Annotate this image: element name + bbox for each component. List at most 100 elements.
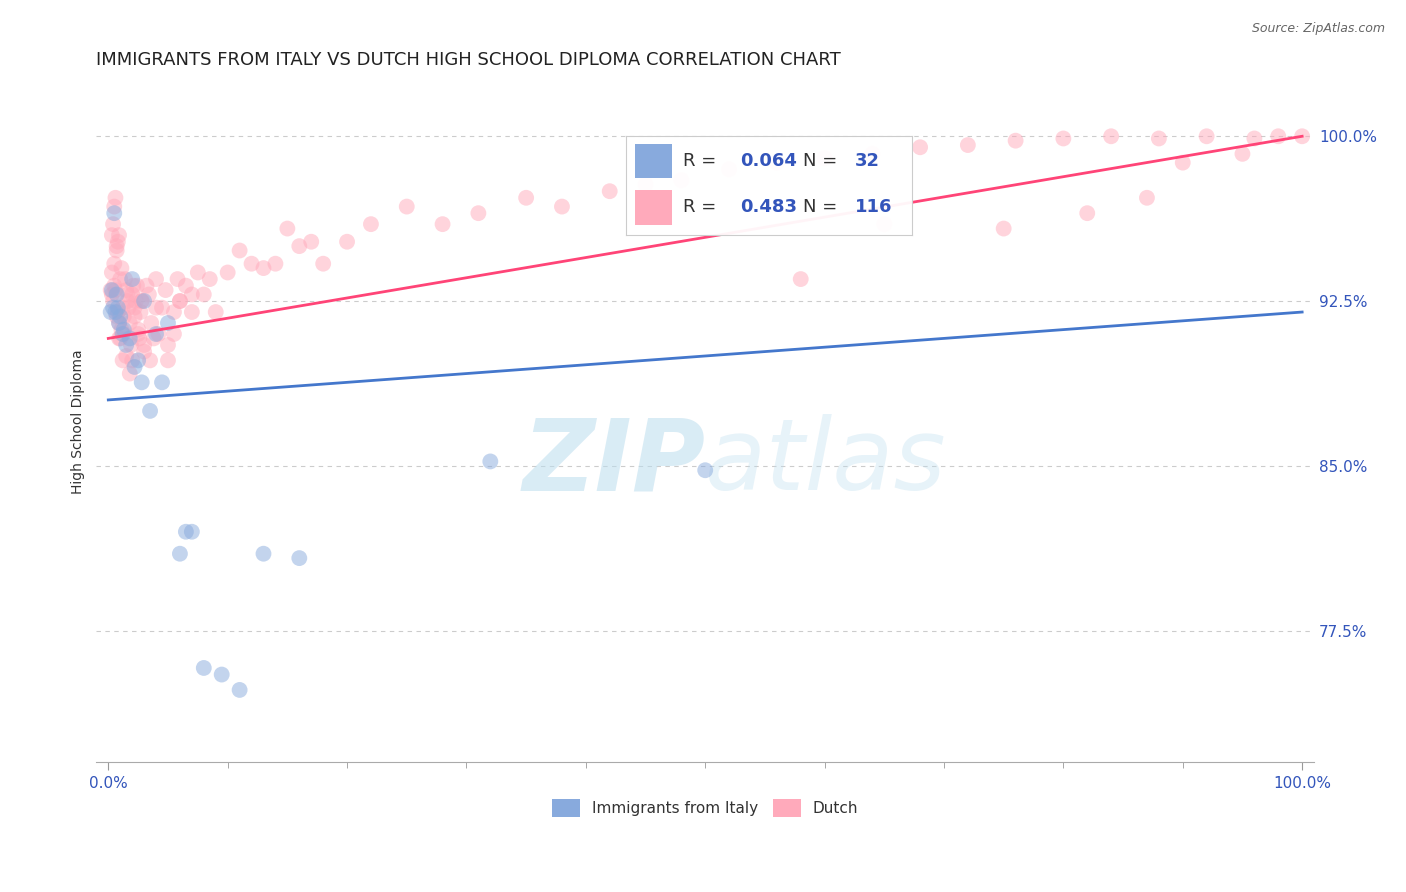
Point — [101, 283, 124, 297]
Point — [599, 184, 621, 198]
Point — [108, 316, 131, 330]
Point — [124, 301, 146, 315]
Point — [395, 200, 418, 214]
Point — [174, 278, 197, 293]
Point — [211, 667, 233, 681]
Y-axis label: High School Diploma: High School Diploma — [72, 350, 86, 494]
Point — [336, 235, 359, 249]
Point — [813, 151, 835, 165]
Point — [108, 316, 131, 330]
Point — [467, 206, 489, 220]
Point — [551, 200, 574, 214]
Point — [1004, 134, 1026, 148]
Point — [288, 551, 311, 566]
Point — [1147, 131, 1170, 145]
Point — [117, 301, 139, 315]
Point — [120, 338, 142, 352]
Point — [127, 353, 149, 368]
Point — [166, 272, 188, 286]
Point — [156, 338, 179, 352]
Point — [163, 305, 186, 319]
Point — [228, 682, 250, 697]
Point — [163, 326, 186, 341]
Point — [131, 294, 153, 309]
Point — [288, 239, 311, 253]
Point — [127, 326, 149, 341]
Point — [956, 138, 979, 153]
Point — [1171, 155, 1194, 169]
Point — [264, 257, 287, 271]
Point — [718, 162, 741, 177]
Point — [107, 301, 129, 315]
Point — [156, 316, 179, 330]
Point — [122, 278, 145, 293]
Point — [276, 221, 298, 235]
Point — [240, 257, 263, 271]
Point — [204, 305, 226, 319]
Point — [101, 265, 124, 279]
Point — [1267, 129, 1289, 144]
Text: ZIP: ZIP — [522, 414, 706, 511]
Point — [180, 524, 202, 539]
Point — [634, 178, 657, 192]
Text: Source: ZipAtlas.com: Source: ZipAtlas.com — [1251, 22, 1385, 36]
Point — [252, 547, 274, 561]
Point — [121, 287, 143, 301]
Point — [228, 244, 250, 258]
Point — [104, 305, 127, 319]
Point — [155, 283, 177, 297]
Point — [111, 353, 134, 368]
Point — [104, 283, 127, 297]
Point — [118, 331, 141, 345]
Point — [156, 353, 179, 368]
Point — [117, 287, 139, 301]
Point — [115, 349, 138, 363]
Point — [111, 326, 134, 341]
Point — [790, 272, 813, 286]
Point — [107, 305, 129, 319]
Point — [515, 191, 537, 205]
Point — [103, 278, 125, 293]
Point — [105, 287, 128, 301]
Point — [299, 235, 322, 249]
Point — [107, 235, 129, 249]
Point — [104, 191, 127, 205]
Point — [193, 287, 215, 301]
Point — [671, 173, 693, 187]
Point — [101, 217, 124, 231]
Text: atlas: atlas — [706, 414, 946, 511]
Point — [110, 331, 132, 345]
Point — [132, 294, 155, 309]
Point — [101, 287, 124, 301]
Point — [125, 278, 148, 293]
Point — [145, 301, 167, 315]
Point — [187, 265, 209, 279]
Point — [1136, 191, 1159, 205]
Point — [993, 221, 1015, 235]
Point — [105, 239, 128, 253]
Legend: Immigrants from Italy, Dutch: Immigrants from Italy, Dutch — [546, 793, 865, 823]
Point — [100, 305, 122, 319]
Point — [105, 310, 128, 324]
Point — [148, 326, 170, 341]
Point — [121, 353, 143, 368]
Point — [115, 338, 138, 352]
Point — [139, 404, 162, 418]
Point — [125, 294, 148, 309]
Point — [108, 228, 131, 243]
Point — [132, 344, 155, 359]
Point — [112, 326, 135, 341]
Point — [131, 376, 153, 390]
Point — [198, 272, 221, 286]
Point — [101, 228, 124, 243]
Point — [252, 261, 274, 276]
Point — [1099, 129, 1122, 144]
Point — [766, 155, 789, 169]
Point — [138, 287, 160, 301]
Point — [150, 301, 173, 315]
Point — [180, 305, 202, 319]
Point — [108, 331, 131, 345]
Point — [1052, 131, 1074, 145]
Point — [1243, 131, 1265, 145]
Point — [101, 301, 124, 315]
